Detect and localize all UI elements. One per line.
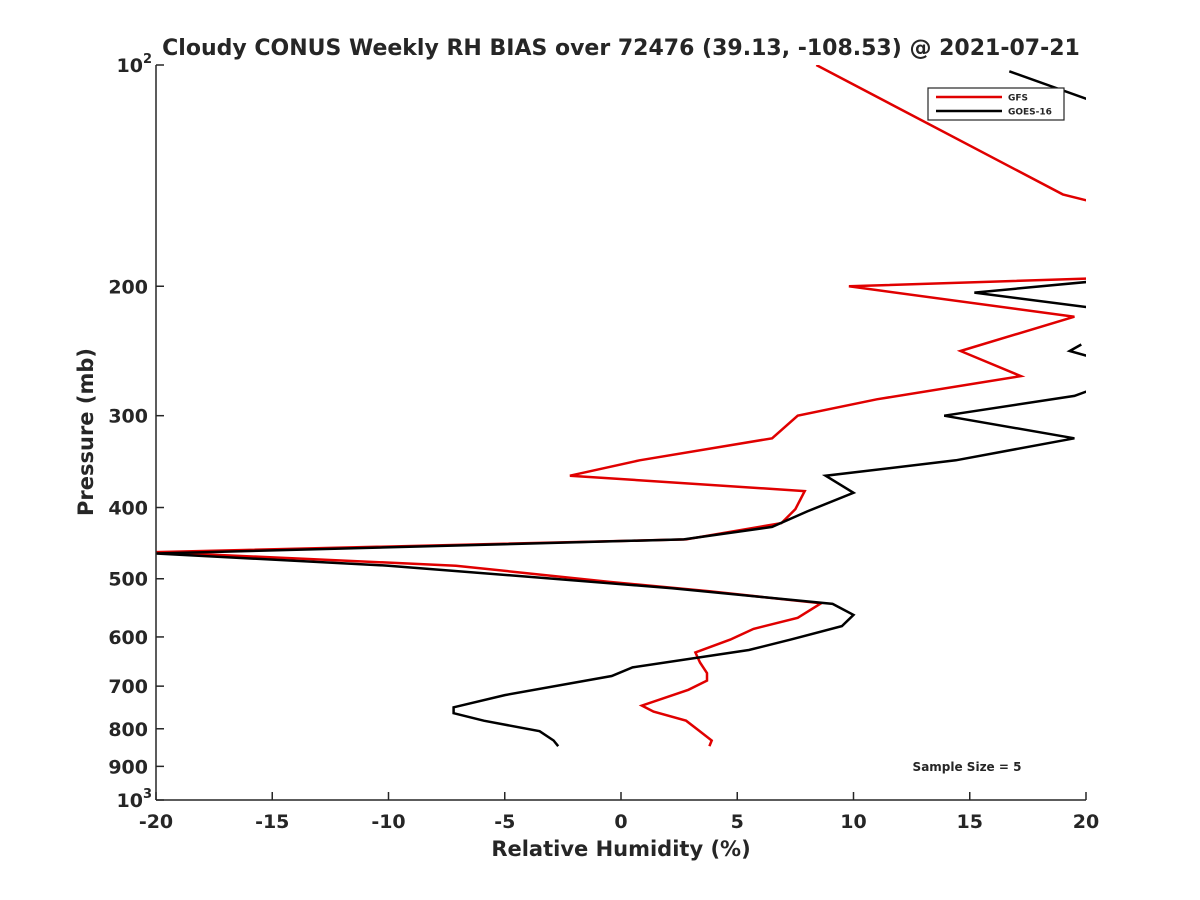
legend: GFS GOES-16 — [927, 87, 1065, 121]
x-tick-label: 15 — [957, 811, 983, 833]
y-tick-label: 800 — [108, 719, 148, 741]
series-line-goes-16-segment-2 — [1066, 343, 1086, 357]
legend-box — [927, 87, 1065, 121]
y-tick-label: 900 — [108, 756, 148, 778]
series-line-goes-16-segment-0 — [1008, 70, 1086, 101]
x-tick-label: 0 — [614, 811, 627, 833]
y-tick-label: 600 — [108, 627, 148, 649]
y-ticks: 102 200 300 400 500 600 700 800 900 103 — [108, 52, 164, 812]
series-line-goes-16-segment-1 — [974, 280, 1086, 309]
legend-label-gfs: GFS — [1008, 94, 1028, 104]
x-ticks: -20 -15 -10 -5 0 5 10 15 20 — [139, 792, 1099, 833]
x-tick-label: 5 — [731, 811, 744, 833]
y-tick-label: 400 — [108, 498, 148, 520]
y-axis-label: Pressure (mb) — [74, 348, 98, 516]
plot-lines — [156, 65, 1086, 747]
y-tick-label: 200 — [108, 276, 148, 298]
x-tick-label: -15 — [255, 811, 289, 833]
series-line-gfs-segment-0 — [815, 65, 1086, 202]
y-tick-label: 102 — [117, 52, 153, 77]
x-tick-label: 10 — [840, 811, 866, 833]
y-tick-label: 300 — [108, 406, 148, 428]
x-tick-label: 20 — [1073, 811, 1099, 833]
legend-label-goes-16: GOES-16 — [1008, 108, 1052, 118]
x-axis-label: Relative Humidity (%) — [491, 837, 750, 861]
x-tick-label: -5 — [494, 811, 515, 833]
series-line-goes-16-segment-3 — [156, 390, 1086, 747]
x-tick-label: -20 — [139, 811, 173, 833]
y-tick-label: 103 — [117, 787, 153, 812]
chart-title: Cloudy CONUS Weekly RH BIAS over 72476 (… — [162, 36, 1080, 61]
y-tick-label: 700 — [108, 676, 148, 698]
series-line-gfs-segment-1 — [156, 277, 1086, 747]
y-tick-label: 500 — [108, 569, 148, 591]
x-tick-label: -10 — [371, 811, 405, 833]
sample-size-annotation: Sample Size = 5 — [913, 760, 1022, 774]
